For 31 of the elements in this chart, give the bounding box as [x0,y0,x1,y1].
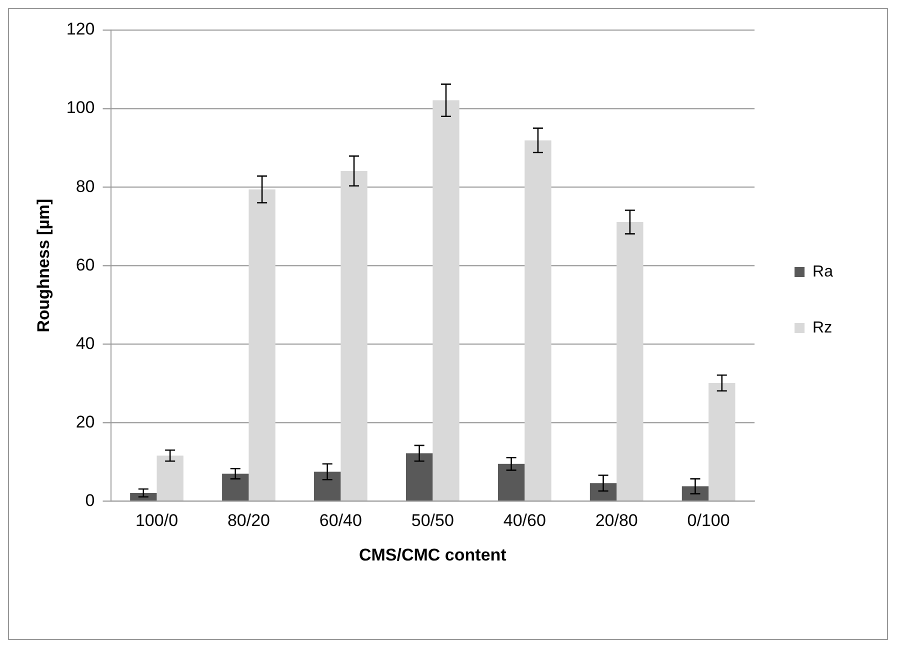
bar [682,486,709,501]
y-tick-label: 80 [76,176,95,196]
bar [248,189,276,501]
legend-label: Ra [812,263,834,280]
x-tick-label: 0/100 [687,511,730,530]
x-tick-label: 40/60 [503,511,546,530]
bar [524,140,552,501]
y-tick-label: 100 [66,98,95,118]
x-tick-label: 50/50 [411,511,454,530]
y-tick-label: 0 [85,490,95,510]
bar [340,170,368,501]
bar [616,222,644,501]
x-tick-label: 60/40 [319,511,362,530]
bar [432,100,460,501]
y-tick-label: 60 [76,255,95,274]
bar [498,464,525,501]
bar [590,483,617,501]
y-tick-label: 20 [76,412,95,432]
x-tick-label: 80/20 [227,511,270,530]
x-tick-label: 20/80 [595,511,638,530]
y-tick-label: 120 [66,20,95,39]
y-tick-label: 40 [76,334,95,353]
bar [708,383,736,501]
bar [222,474,249,501]
y-axis-title: Roughness [µm] [34,198,53,332]
bar [156,456,184,501]
x-tick-label: 100/0 [135,511,178,530]
x-axis-title: CMS/CMC content [358,545,507,564]
legend-label: Rz [812,319,832,336]
bar [314,472,341,501]
bar [406,453,433,501]
